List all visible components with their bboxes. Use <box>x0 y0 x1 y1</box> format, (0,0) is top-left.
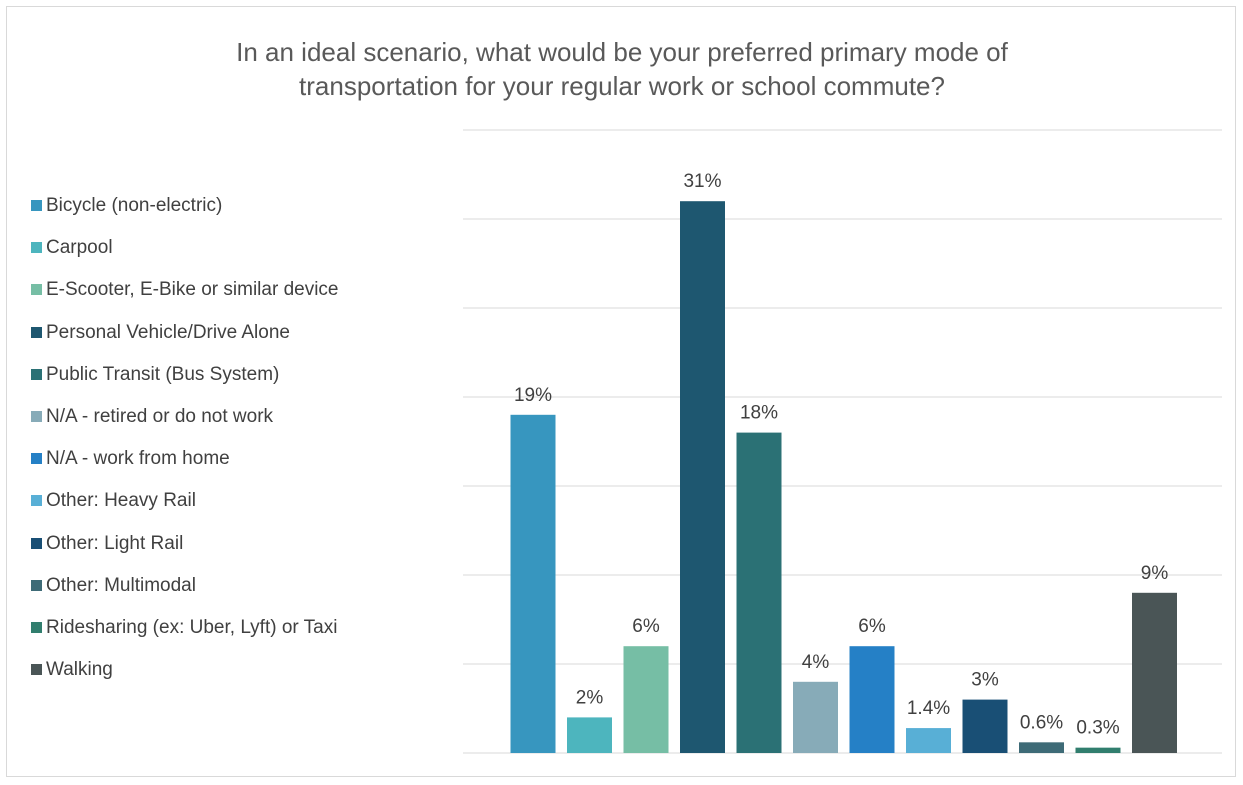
bar <box>906 728 951 753</box>
data-label: 6% <box>632 616 660 637</box>
chart-title-line-2: transportation for your regular work or … <box>299 71 945 101</box>
legend-item: Personal Vehicle/Drive Alone <box>31 322 290 344</box>
legend-item: N/A - work from home <box>31 448 230 470</box>
legend-label: Other: Multimodal <box>46 574 196 596</box>
chart-title: In an ideal scenario, what would be your… <box>7 35 1237 103</box>
legend-swatch <box>31 537 42 549</box>
bar <box>793 681 838 753</box>
legend-item: Other: Multimodal <box>31 575 196 597</box>
data-label: 6% <box>858 616 886 637</box>
data-label: 3% <box>971 670 999 691</box>
bar <box>510 414 556 753</box>
data-label: 0.3% <box>1076 718 1119 739</box>
legend-label: N/A - retired or do not work <box>46 406 274 427</box>
chart-title-line-1: In an ideal scenario, what would be your… <box>236 37 1008 67</box>
legend-label: N/A - work from home <box>46 448 230 470</box>
data-label: 0.6% <box>1020 712 1063 733</box>
legend-label: Ridesharing (ex: Uber, Lyft) or Taxi <box>46 617 338 638</box>
legend-swatch <box>31 622 42 633</box>
data-label: 19% <box>514 385 552 406</box>
legend-swatch <box>31 368 42 380</box>
legend-label: E-Scooter, E-Bike or similar device <box>46 279 339 301</box>
bar <box>623 646 669 753</box>
legend-item: Carpool <box>31 237 113 259</box>
bar <box>567 717 612 753</box>
legend-swatch <box>31 284 42 296</box>
legend-item: Public Transit (Bus System) <box>31 364 279 386</box>
legend-label: Walking <box>46 659 113 681</box>
legend-label: Carpool <box>46 237 113 259</box>
legend-label: Public Transit (Bus System) <box>46 363 280 385</box>
data-label: 31% <box>683 171 721 192</box>
legend-label: Bicycle (non-electric) <box>46 195 223 216</box>
legend-item: E-Scooter, E-Bike or similar device <box>31 279 339 301</box>
bar <box>680 201 725 753</box>
bar <box>962 699 1008 753</box>
gridlines <box>463 129 1222 754</box>
bar <box>736 432 782 753</box>
bar <box>849 646 895 753</box>
legend-label: Personal Vehicle/Drive Alone <box>46 321 290 343</box>
legend-item: Bicycle (non-electric) <box>31 195 222 217</box>
data-label: 4% <box>802 652 830 673</box>
legend-item: Other: Heavy Rail <box>31 490 196 512</box>
legend-item: Ridesharing (ex: Uber, Lyft) or Taxi <box>31 617 337 639</box>
legend-swatch <box>31 664 42 676</box>
legend-swatch <box>31 200 42 211</box>
data-label: 18% <box>740 403 778 424</box>
data-label: 1.4% <box>907 698 950 719</box>
legend-swatch <box>31 495 42 507</box>
data-label: 9% <box>1141 563 1169 584</box>
bar <box>1019 742 1064 753</box>
legend-label: Other: Light Rail <box>46 532 184 554</box>
bars <box>510 201 1177 753</box>
bar <box>1075 747 1121 753</box>
legend-item: Other: Light Rail <box>31 533 183 555</box>
data-label: 2% <box>576 687 604 708</box>
legend-swatch <box>31 579 42 591</box>
legend-item: Walking <box>31 659 113 681</box>
data-labels: 19% 2% 6% 31% 18% 4% 6% 1.4% 3% 0.6% 0.3% 9% <box>514 171 1168 738</box>
legend-item: N/A - retired or do not work <box>31 406 273 428</box>
legend-swatch <box>31 326 42 338</box>
legend-swatch <box>31 411 42 422</box>
bar <box>1132 592 1177 753</box>
legend-label: Other: Heavy Rail <box>46 490 196 512</box>
chart-frame: In an ideal scenario, what would be your… <box>6 6 1236 777</box>
legend-swatch <box>31 242 42 254</box>
legend-swatch <box>31 453 42 465</box>
